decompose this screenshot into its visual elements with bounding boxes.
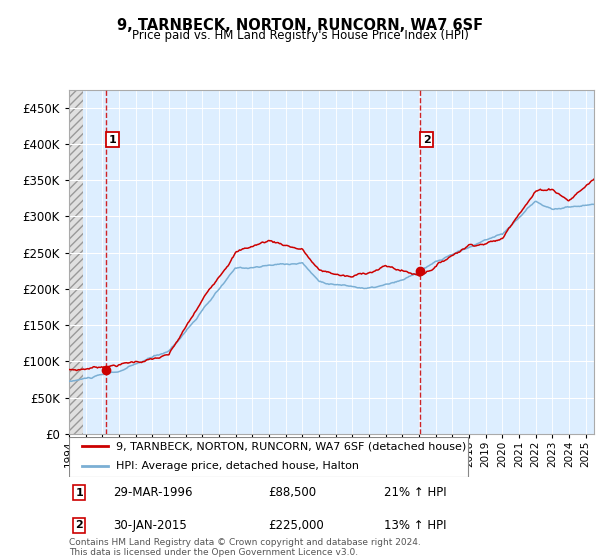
Text: 9, TARNBECK, NORTON, RUNCORN, WA7 6SF: 9, TARNBECK, NORTON, RUNCORN, WA7 6SF — [117, 18, 483, 33]
Bar — [69, 437, 468, 477]
Text: Price paid vs. HM Land Registry's House Price Index (HPI): Price paid vs. HM Land Registry's House … — [131, 29, 469, 42]
Text: 13% ↑ HPI: 13% ↑ HPI — [384, 519, 446, 532]
Text: 1: 1 — [109, 134, 116, 144]
Text: 29-MAR-1996: 29-MAR-1996 — [113, 486, 193, 500]
Text: HPI: Average price, detached house, Halton: HPI: Average price, detached house, Halt… — [116, 461, 359, 471]
Text: 21% ↑ HPI: 21% ↑ HPI — [384, 486, 446, 500]
Text: Contains HM Land Registry data © Crown copyright and database right 2024.
This d: Contains HM Land Registry data © Crown c… — [69, 538, 421, 557]
Text: 30-JAN-2015: 30-JAN-2015 — [113, 519, 187, 532]
Text: 9, TARNBECK, NORTON, RUNCORN, WA7 6SF (detached house): 9, TARNBECK, NORTON, RUNCORN, WA7 6SF (d… — [116, 441, 467, 451]
Bar — [69, 90, 83, 434]
Text: £225,000: £225,000 — [269, 519, 324, 532]
Text: 2: 2 — [423, 134, 431, 144]
Text: 2: 2 — [76, 520, 83, 530]
Text: 1: 1 — [76, 488, 83, 498]
Text: £88,500: £88,500 — [269, 486, 317, 500]
